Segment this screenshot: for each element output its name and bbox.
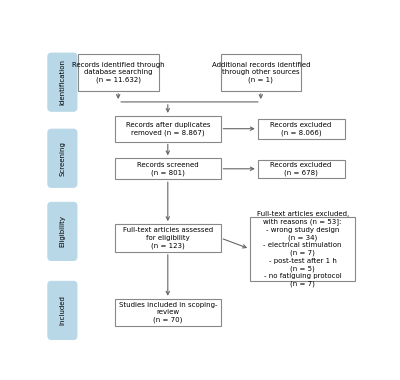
FancyBboxPatch shape (115, 116, 220, 142)
Text: Records identified through
database searching
(n = 11.632): Records identified through database sear… (72, 62, 164, 84)
Text: Records excluded
(n = 678): Records excluded (n = 678) (270, 162, 332, 176)
Text: Included: Included (59, 296, 66, 325)
FancyBboxPatch shape (258, 119, 344, 139)
FancyBboxPatch shape (115, 299, 220, 326)
Text: Full-text articles assessed
for eligibility
(n = 123): Full-text articles assessed for eligibil… (123, 227, 213, 249)
Text: Records screened
(n = 801): Records screened (n = 801) (137, 162, 199, 176)
Text: Eligibility: Eligibility (59, 215, 66, 247)
FancyBboxPatch shape (115, 224, 220, 252)
Text: Additional records identified
through other sources
(n = 1): Additional records identified through ot… (212, 62, 310, 84)
FancyBboxPatch shape (258, 160, 344, 177)
FancyBboxPatch shape (250, 217, 355, 281)
FancyBboxPatch shape (48, 53, 77, 111)
Text: Studies included in scoping-
review
(n = 70): Studies included in scoping- review (n =… (118, 302, 217, 323)
FancyBboxPatch shape (78, 54, 158, 91)
FancyBboxPatch shape (115, 158, 220, 179)
Text: Screening: Screening (59, 141, 66, 176)
Text: Records excluded
(n = 8.066): Records excluded (n = 8.066) (270, 122, 332, 136)
FancyBboxPatch shape (48, 202, 77, 261)
Text: Records after duplicates
removed (n = 8.867): Records after duplicates removed (n = 8.… (126, 122, 210, 136)
Text: Identification: Identification (59, 59, 66, 105)
FancyBboxPatch shape (48, 281, 77, 339)
Text: Full-text articles excluded,
with reasons (n = 53]:
- wrong study design
(n = 34: Full-text articles excluded, with reason… (256, 211, 349, 287)
FancyBboxPatch shape (220, 54, 301, 91)
FancyBboxPatch shape (48, 129, 77, 187)
